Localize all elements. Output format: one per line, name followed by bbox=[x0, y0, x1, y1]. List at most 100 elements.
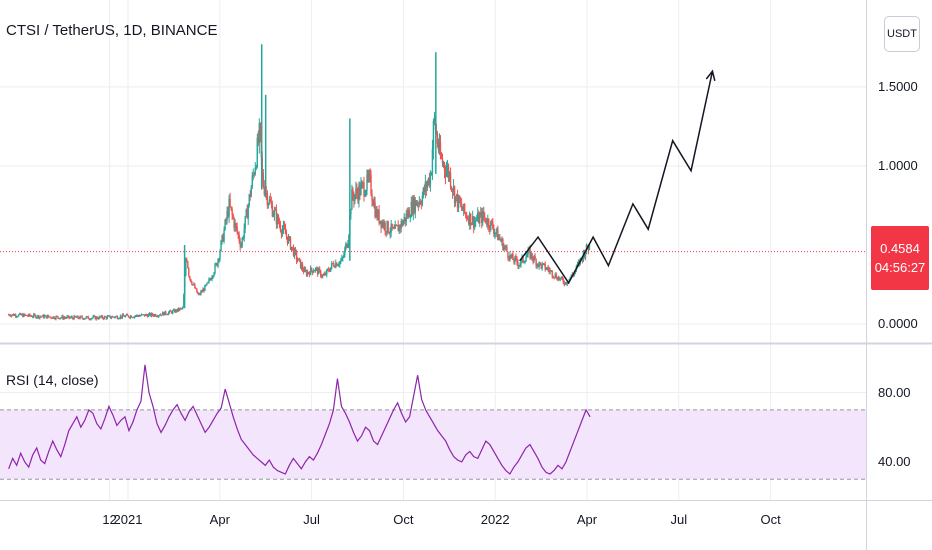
candle-body bbox=[276, 215, 279, 224]
candle-body bbox=[419, 201, 422, 204]
candle-body bbox=[301, 264, 304, 270]
candle-body bbox=[38, 315, 40, 319]
candle-body bbox=[44, 315, 46, 318]
candle-body bbox=[471, 216, 474, 224]
candle-body bbox=[283, 225, 286, 229]
candle-body bbox=[311, 270, 314, 273]
candle-body bbox=[35, 315, 37, 318]
price-badge: 0.4584 04:56:27 bbox=[871, 226, 929, 290]
candle-body bbox=[138, 315, 141, 317]
candle-body bbox=[188, 268, 190, 277]
candle-body bbox=[404, 217, 406, 222]
candle-body bbox=[146, 315, 149, 317]
candle-body bbox=[194, 284, 196, 289]
candle-body bbox=[443, 163, 446, 171]
candle-body bbox=[493, 228, 495, 234]
candle-body bbox=[494, 232, 496, 234]
candle-body bbox=[512, 254, 514, 260]
candle-body bbox=[97, 318, 99, 320]
candle-body bbox=[269, 199, 272, 202]
candle-body bbox=[319, 270, 322, 277]
candle-body bbox=[166, 314, 169, 316]
candle-body bbox=[145, 314, 148, 316]
candle-body bbox=[53, 316, 55, 319]
candle-body bbox=[254, 167, 256, 175]
candle-body bbox=[40, 316, 42, 318]
candle-body bbox=[455, 194, 458, 197]
candle-body bbox=[172, 310, 174, 314]
candle-body bbox=[186, 259, 188, 262]
candle-body bbox=[530, 253, 532, 259]
candle-body bbox=[444, 170, 447, 176]
chart-title: CTSI / TetherUS, 1D, BINANCE bbox=[6, 22, 218, 39]
candle-body bbox=[84, 318, 86, 320]
rsi-legend[interactable]: RSI (14, close) bbox=[6, 372, 99, 388]
candle-body bbox=[220, 240, 222, 251]
candle-body bbox=[328, 269, 330, 271]
candle-body bbox=[394, 225, 396, 229]
candle-body bbox=[385, 231, 387, 233]
candle-body bbox=[181, 308, 183, 310]
candle-body bbox=[584, 253, 587, 258]
candle-body bbox=[547, 267, 549, 270]
candle-body bbox=[514, 256, 516, 263]
candle-body bbox=[164, 311, 167, 315]
candle-body bbox=[517, 262, 519, 267]
candle-body bbox=[430, 173, 433, 175]
candle-body bbox=[529, 248, 531, 259]
candle-body bbox=[364, 194, 366, 197]
candle-body bbox=[23, 313, 25, 317]
candle-body bbox=[409, 216, 411, 218]
candle-body bbox=[200, 291, 202, 295]
candle-body bbox=[201, 291, 203, 293]
candle-body bbox=[383, 222, 385, 227]
candle-body bbox=[163, 311, 166, 316]
candle-body bbox=[330, 267, 332, 272]
candle-body bbox=[563, 282, 565, 285]
candle-body bbox=[82, 318, 84, 320]
candle-body bbox=[165, 314, 168, 316]
candle-body bbox=[273, 209, 276, 215]
time-tick-label: Apr bbox=[209, 512, 230, 527]
candle-body bbox=[134, 315, 137, 317]
candle-body bbox=[470, 223, 473, 226]
currency-button[interactable]: USDT bbox=[884, 16, 920, 52]
candle-body bbox=[81, 316, 83, 319]
candle-body bbox=[262, 173, 265, 187]
candle-body bbox=[285, 234, 288, 237]
candle-body bbox=[144, 314, 147, 317]
candle-body bbox=[496, 228, 498, 233]
candle-body bbox=[565, 282, 568, 285]
candle-body bbox=[19, 313, 21, 315]
candle-body bbox=[465, 214, 468, 219]
candle-body bbox=[395, 225, 397, 227]
candle-body bbox=[407, 209, 409, 217]
candle-body bbox=[221, 235, 223, 241]
rsi-pane bbox=[0, 364, 866, 480]
candle-body bbox=[21, 314, 23, 316]
candle-body bbox=[12, 314, 15, 316]
candle-body bbox=[183, 294, 185, 308]
rsi-tick-label: 40.00 bbox=[878, 453, 911, 469]
candle-body bbox=[560, 276, 562, 279]
candle-body bbox=[85, 316, 87, 319]
candle-body bbox=[63, 317, 65, 319]
candle-body bbox=[310, 267, 313, 271]
candle-body bbox=[467, 218, 470, 225]
price-tick-label: 1.5000 bbox=[878, 78, 918, 94]
candle-body bbox=[219, 250, 221, 259]
candle-body bbox=[179, 308, 181, 311]
candle-body bbox=[137, 315, 140, 317]
candle-body bbox=[515, 256, 517, 259]
candle-body bbox=[334, 266, 336, 268]
candle-body bbox=[49, 316, 51, 318]
candle-body bbox=[340, 260, 342, 262]
candle-body bbox=[381, 221, 383, 228]
candle-body bbox=[45, 315, 47, 317]
candle-body bbox=[130, 315, 133, 318]
candle-body bbox=[481, 212, 483, 223]
candle-body bbox=[17, 316, 19, 318]
projection-drawing[interactable] bbox=[519, 69, 716, 285]
candle-body bbox=[359, 185, 361, 195]
